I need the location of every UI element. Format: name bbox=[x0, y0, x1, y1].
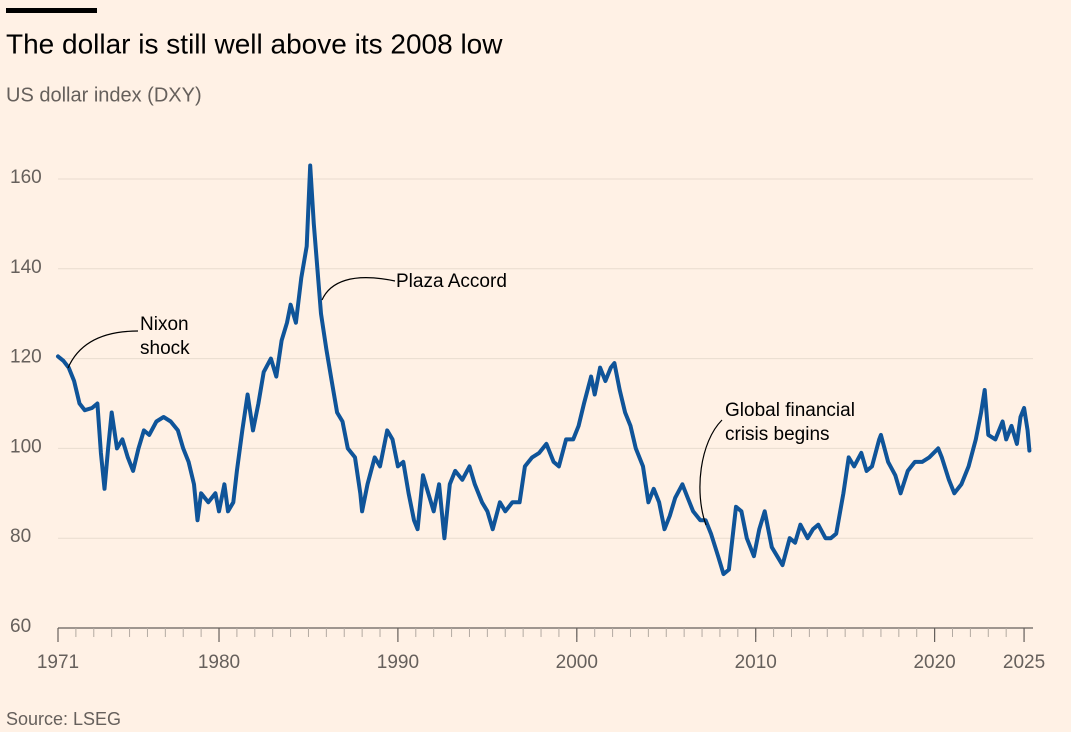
y-tick-label: 160 bbox=[10, 167, 42, 188]
annotation: Plaza Accord bbox=[396, 271, 507, 292]
leader-line bbox=[67, 330, 139, 369]
chart-title: The dollar is still well above its 2008 … bbox=[6, 28, 503, 59]
annotation: crisis begins bbox=[725, 424, 830, 445]
annotation: shock bbox=[140, 338, 190, 359]
annotation: Nixon bbox=[140, 314, 189, 335]
y-tick-label: 120 bbox=[10, 347, 42, 368]
plot bbox=[56, 163, 1032, 577]
y-tick-label: 60 bbox=[10, 616, 31, 637]
grid: 60 80 100 120 140 160 1971 1980 1990 2000 2010 2020… bbox=[10, 167, 1045, 673]
annotations: Nixon shock Plaza Accord Global financial cr… bbox=[140, 271, 855, 445]
x-tick-label: 1990 bbox=[377, 652, 419, 673]
chart-subtitle: US dollar index (DXY) bbox=[6, 84, 202, 106]
line bbox=[56, 163, 1032, 577]
x-tick-label: 1971 bbox=[37, 652, 79, 673]
source: Source: LSEG bbox=[6, 709, 121, 729]
leader-line bbox=[321, 277, 396, 301]
x-tick-label: 2025 bbox=[1003, 652, 1045, 673]
y-tick-label: 140 bbox=[10, 257, 42, 278]
x-tick-label: 2010 bbox=[735, 652, 777, 673]
x-tick-label: 2000 bbox=[556, 652, 598, 673]
title-bar bbox=[6, 8, 97, 13]
leader-line bbox=[699, 419, 723, 526]
y-tick-label: 80 bbox=[10, 526, 31, 547]
x-tick-label: 1980 bbox=[198, 652, 240, 673]
leaders bbox=[67, 277, 723, 526]
annotation: Global financial bbox=[725, 400, 855, 421]
y-tick-label: 100 bbox=[10, 436, 42, 457]
x-tick-label: 2020 bbox=[913, 652, 955, 673]
